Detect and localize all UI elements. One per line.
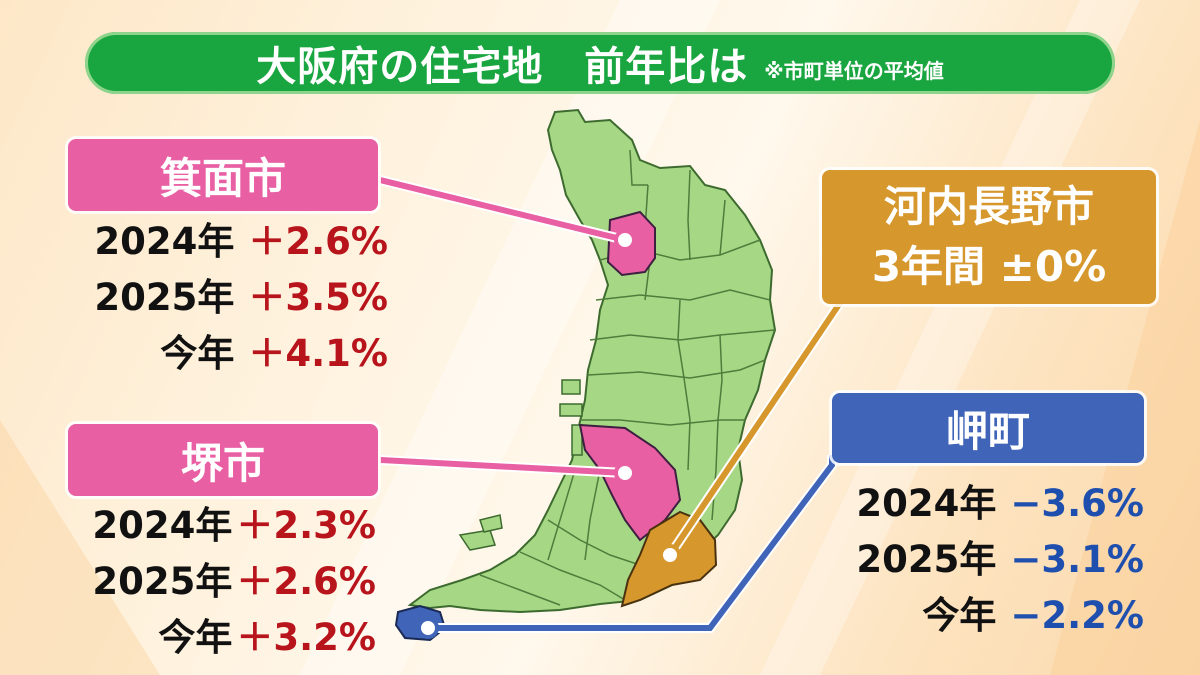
minoh-value-this: ＋4.1% — [248, 332, 388, 375]
sakai-row-this-year: 今年 ＋3.2% — [40, 610, 376, 666]
title-note: ※市町単位の平均値 — [764, 58, 944, 83]
misaki-name: 岬町 — [945, 406, 1030, 456]
misaki-row-2024: 2024年 −3.6% — [790, 476, 1144, 532]
sakai-year-2025: 2025年 — [92, 560, 233, 603]
osaka-map-body — [407, 108, 777, 614]
sakai-row-2025: 2025年 ＋2.6% — [40, 554, 376, 610]
kawachinagano-label: 河内長野市 3年間 ±0% — [822, 170, 1156, 304]
misaki-row-this-year: 今年 −2.2% — [790, 588, 1144, 644]
sakai-value-this: ＋3.2% — [236, 616, 376, 659]
sakai-year-2024: 2024年 — [92, 504, 233, 547]
minoh-year-2024: 2024年 — [94, 220, 235, 263]
page-title: 大阪府の住宅地 前年比は — [256, 44, 749, 90]
minoh-row-this-year: 今年 ＋4.1% — [40, 326, 388, 382]
minoh-label: 箕面市 — [68, 139, 378, 211]
minoh-row-2025: 2025年 ＋3.5% — [40, 270, 388, 326]
misaki-year-2024: 2024年 — [856, 482, 997, 525]
kawachinagano-name: 河内長野市 — [883, 182, 1094, 231]
minoh-year-this: 今年 — [160, 332, 235, 375]
title-banner: 大阪府の住宅地 前年比は ※市町単位の平均値 — [85, 32, 1115, 94]
misaki-value-this: −2.2% — [1010, 594, 1144, 637]
minoh-row-2024: 2024年 ＋2.6% — [40, 214, 388, 270]
misaki-year-this: 今年 — [922, 594, 997, 637]
sakai-label: 堺市 — [68, 424, 378, 496]
misaki-connector — [417, 455, 837, 639]
misaki-stats: 2024年 −3.6% 2025年 −3.1% 今年 −2.2% — [790, 476, 1144, 644]
sakai-value-2024: ＋2.3% — [236, 504, 376, 547]
sakai-connector — [379, 455, 636, 484]
misaki-year-2025: 2025年 — [856, 538, 997, 581]
misaki-row-2025: 2025年 −3.1% — [790, 532, 1144, 588]
misaki-value-2025: −3.1% — [1010, 538, 1144, 581]
sakai-stats: 2024年 ＋2.3% 2025年 ＋2.6% 今年 ＋3.2% — [40, 498, 376, 666]
sakai-value-2025: ＋2.6% — [236, 560, 376, 603]
minoh-year-2025: 2025年 — [94, 276, 235, 319]
bay-islands — [458, 379, 583, 551]
minoh-stats: 2024年 ＋2.6% 2025年 ＋3.5% 今年 ＋4.1% — [40, 214, 388, 382]
minoh-connector — [378, 175, 636, 251]
misaki-value-2024: −3.6% — [1010, 482, 1144, 525]
minoh-value-2024: ＋2.6% — [248, 220, 388, 263]
minoh-name: 箕面市 — [159, 153, 286, 203]
kawachinagano-summary: 3年間 ±0% — [871, 242, 1107, 291]
minoh-value-2025: ＋3.5% — [248, 276, 388, 319]
sakai-year-this: 今年 — [158, 616, 233, 659]
sakai-row-2024: 2024年 ＋2.3% — [40, 498, 376, 554]
kawachinagano-connector — [659, 297, 847, 566]
sakai-name: 堺市 — [180, 438, 265, 488]
misaki-label: 岬町 — [832, 393, 1144, 463]
